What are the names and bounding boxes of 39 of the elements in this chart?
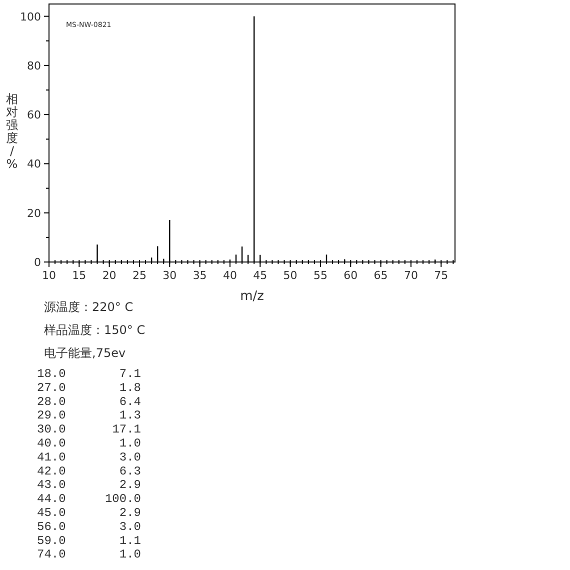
y-tick-label: 20 — [27, 206, 41, 220]
x-tick-label: 50 — [283, 269, 298, 282]
x-tick-label: 20 — [102, 269, 116, 282]
text: 18.0 7.1 — [37, 367, 141, 381]
x-tick-label: 25 — [132, 269, 146, 282]
text: 44.0 100.0 — [37, 492, 141, 506]
x-tick-label: 75 — [434, 269, 448, 282]
x-tick-label: 35 — [192, 269, 207, 282]
text: 45.0 2.9 — [37, 506, 141, 520]
text: 40.0 1.0 — [37, 436, 141, 450]
text: 43.0 2.9 — [37, 478, 141, 492]
y-tick-label: 0 — [34, 256, 41, 269]
x-tick-label: 65 — [374, 269, 388, 282]
y-axis-title: 相对强度/% — [6, 92, 18, 171]
y-tick-label: 60 — [27, 108, 41, 122]
text: 28.0 6.4 — [37, 394, 141, 409]
x-tick-label: 10 — [42, 269, 56, 282]
x-tick-label: 70 — [404, 269, 418, 282]
text: 27.0 1.8 — [37, 380, 141, 395]
text: 74.0 1.0 — [37, 548, 141, 562]
x-tick-label: 40 — [222, 269, 237, 282]
text: 样品温度：150° C — [44, 323, 146, 337]
text: 42.0 6.3 — [37, 464, 141, 478]
text: 29.0 1.3 — [37, 408, 141, 423]
x-tick-label: 30 — [162, 269, 177, 282]
x-tick-label: 15 — [72, 269, 86, 282]
y-tick-label: 40 — [27, 158, 41, 171]
y-tick-label: 80 — [27, 59, 41, 72]
x-axis-title: m/z — [240, 289, 264, 304]
text: 30.0 17.1 — [37, 422, 141, 437]
text: 41.0 3.0 — [37, 450, 141, 464]
text: 源温度：220° C — [44, 300, 134, 314]
text: 59.0 1.1 — [37, 534, 141, 548]
text: 电子能量,75ev — [44, 346, 126, 360]
x-tick-label: 45 — [253, 269, 268, 282]
x-tick-label: 55 — [313, 269, 328, 282]
x-tick-label: 60 — [344, 269, 358, 282]
y-tick-label: 100 — [20, 10, 41, 24]
text: 56.0 3.0 — [37, 520, 141, 534]
